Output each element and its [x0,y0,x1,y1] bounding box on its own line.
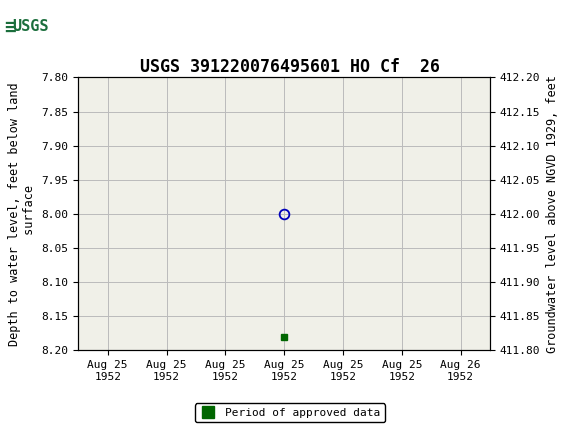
Legend: Period of approved data: Period of approved data [195,403,385,422]
Text: USGS: USGS [12,19,48,34]
Text: ≡: ≡ [5,17,16,37]
Bar [5,6,57,47]
Y-axis label: Groundwater level above NGVD 1929, feet: Groundwater level above NGVD 1929, feet [546,75,559,353]
Text: USGS 391220076495601 HO Cf  26: USGS 391220076495601 HO Cf 26 [140,58,440,76]
Y-axis label: Depth to water level, feet below land
 surface: Depth to water level, feet below land su… [8,82,36,346]
